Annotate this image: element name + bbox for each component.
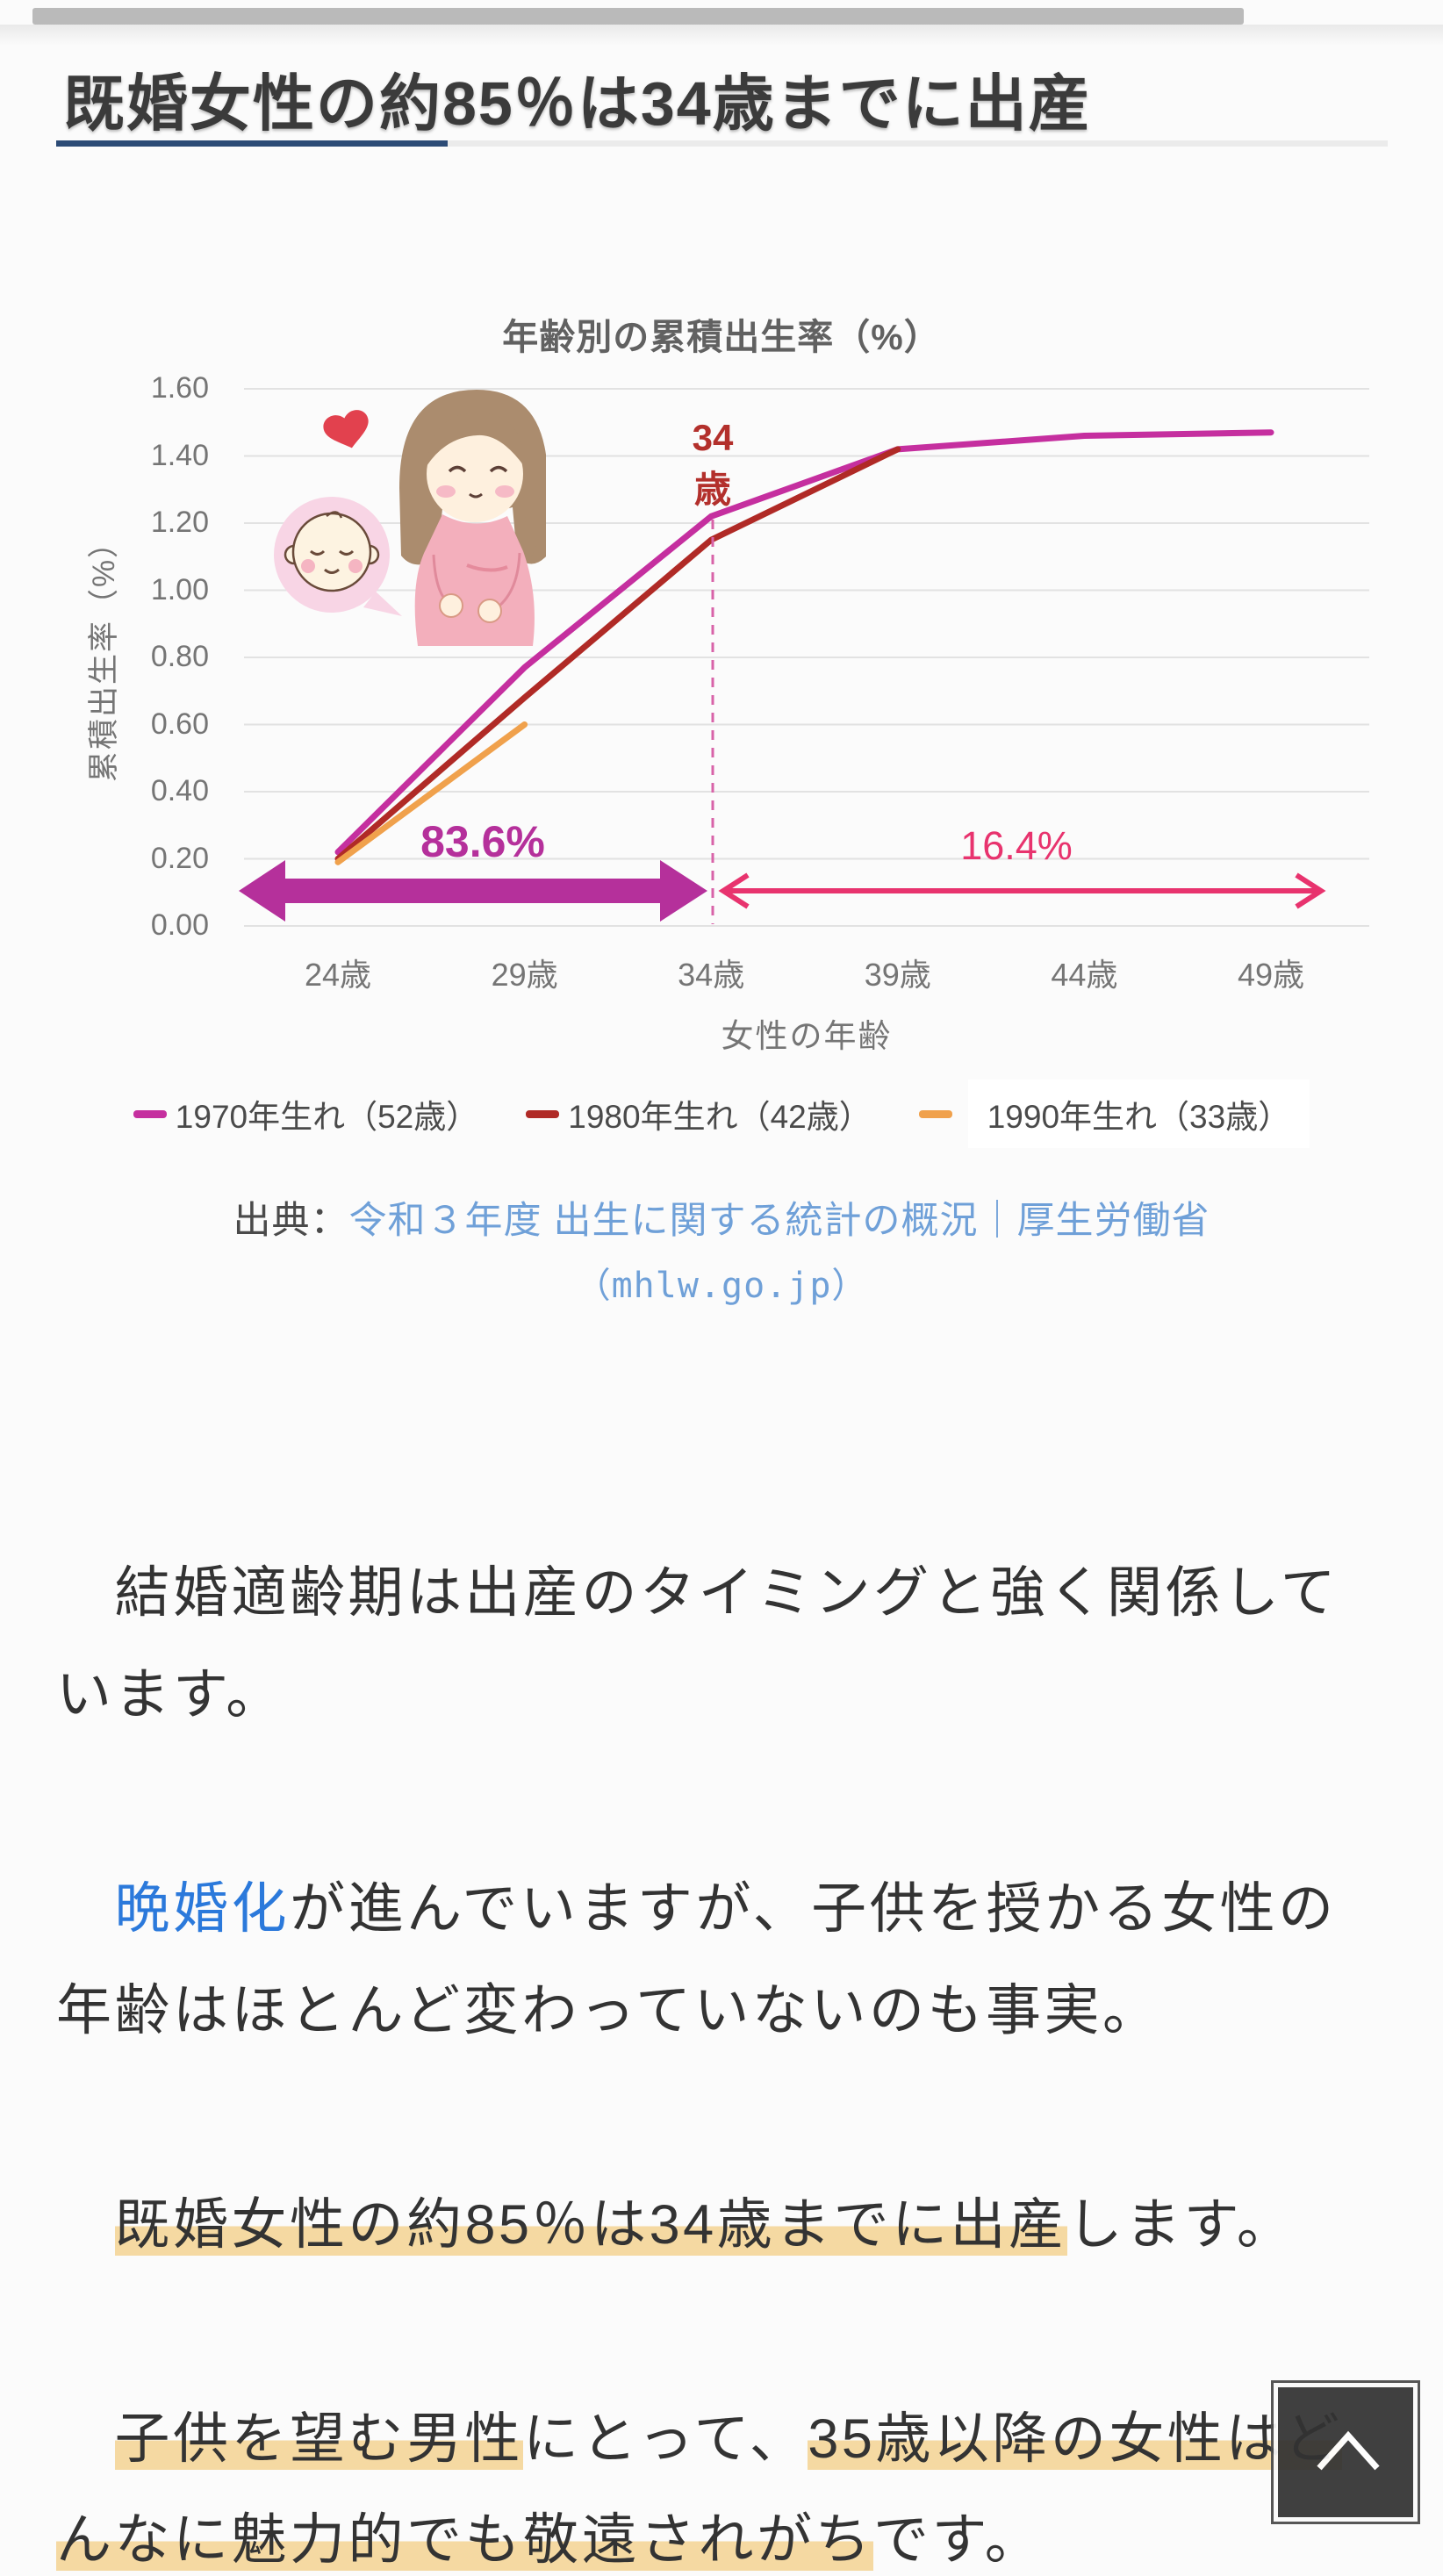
- x-tick-label: 44歳: [1051, 957, 1118, 993]
- heart-icon: [323, 410, 369, 448]
- article-body: 結婚適齢期は出産のタイミングと強く関係しています。 晩婚化が進んでいますが、子供…: [56, 1543, 1387, 2576]
- header-shadow: [0, 25, 1443, 46]
- y-tick-label: 1.40: [150, 438, 209, 472]
- paragraph-text: [56, 1878, 115, 1940]
- y-tick-label: 0.00: [150, 908, 209, 942]
- y-tick-label: 1.60: [150, 371, 209, 405]
- paragraph: 晩婚化が進んでいますが、子供を授かる女性の年齢はほとんど変わっていないのも事実。: [56, 1859, 1387, 2063]
- legend-swatch-1990: [918, 1109, 952, 1118]
- legend-item-1970: 1970年生れ（52歳）: [133, 1090, 478, 1137]
- chart-legend: 1970年生れ（52歳） 1980年生れ（42歳） 1990年生れ（33歳）: [0, 1080, 1443, 1148]
- y-tick-label: 0.60: [150, 707, 209, 741]
- chevron-up-icon: [1317, 2430, 1380, 2471]
- legend-item-1980: 1980年生れ（42歳）: [526, 1090, 872, 1137]
- paragraph-text: にとって、: [523, 2407, 808, 2470]
- paragraph: 結婚適齢期は出産のタイミングと強く関係しています。: [56, 1543, 1387, 1747]
- legend-swatch-1970: [133, 1109, 167, 1118]
- paragraph-text: が進んでいますが、子供を授かる女性の年齢はほとんど変わっていないのも事実。: [56, 1877, 1337, 2041]
- title-underline-accent: [56, 140, 448, 147]
- highlighted-text: 子供を望む男性: [114, 2407, 523, 2470]
- page-title: 既婚女性の約85％は34歳までに出産: [63, 69, 1092, 138]
- x-tick-label: 49歳: [1237, 957, 1305, 993]
- paragraph-text: です。: [873, 2509, 1044, 2572]
- birth-rate-chart: 年齢別の累積出生率（%） 累積出生率（%） 女性の年齢 34 歳 83.6% 1…: [0, 290, 1443, 1194]
- x-axis-title: 女性の年齢: [721, 1018, 893, 1054]
- x-tick-label: 24歳: [304, 957, 372, 993]
- paragraph-text: します。: [1066, 2193, 1296, 2256]
- pregnant-woman-illustration: [270, 383, 548, 646]
- right-share-arrow: [718, 872, 1326, 909]
- age-34-annotation: 34 歳: [692, 417, 734, 510]
- y-tick-label: 0.20: [150, 841, 209, 875]
- source-link[interactable]: 令和３年度 出生に関する統計の概況｜厚生労働省: [348, 1200, 1210, 1242]
- paragraph-text: 結婚適齢期は出産のタイミングと強く関係しています。: [56, 1562, 1339, 1726]
- y-tick-label: 1.20: [150, 506, 209, 539]
- highlighted-text: 既婚女性の約85％は34歳までに出産: [114, 2193, 1067, 2256]
- legend-item-1990: 1990年生れ（33歳）: [918, 1080, 1310, 1148]
- left-share-arrow: [239, 860, 707, 922]
- inline-link[interactable]: 晩婚化: [114, 1877, 290, 1940]
- paragraph: 既婚女性の約85％は34歳までに出産します。: [56, 2175, 1387, 2277]
- source-link-domain[interactable]: （mhlw.go.jp）: [575, 1266, 868, 1306]
- source-prefix: 出典：: [233, 1200, 349, 1242]
- left-share-label: 83.6%: [420, 817, 545, 866]
- y-tick-label: 0.80: [150, 640, 209, 673]
- top-scrollbar[interactable]: [32, 8, 1244, 25]
- series-line: [334, 721, 528, 865]
- legend-swatch-1980: [526, 1109, 560, 1118]
- paragraph: 子供を望む男性にとって、35歳以降の女性はどんなに魅力的でも敬遠されがちです。: [56, 2389, 1387, 2576]
- paragraph-text: [56, 2408, 115, 2470]
- source-citation: 出典：令和３年度 出生に関する統計の概況｜厚生労働省 （mhlw.go.jp）: [0, 1190, 1443, 1308]
- x-tick-label: 34歳: [678, 957, 745, 993]
- chart-title: 年齢別の累積出生率（%）: [502, 317, 941, 357]
- y-tick-label: 1.00: [150, 572, 209, 606]
- series-line: [334, 446, 901, 862]
- x-tick-label: 29歳: [491, 957, 558, 993]
- right-share-label: 16.4%: [960, 823, 1073, 868]
- x-tick-label: 39歳: [864, 957, 931, 993]
- back-to-top-button[interactable]: [1271, 2380, 1420, 2524]
- series-line: [334, 429, 1274, 856]
- paragraph-text: [56, 2194, 115, 2256]
- y-tick-label: 0.40: [150, 774, 209, 807]
- title-underline: [56, 140, 1388, 147]
